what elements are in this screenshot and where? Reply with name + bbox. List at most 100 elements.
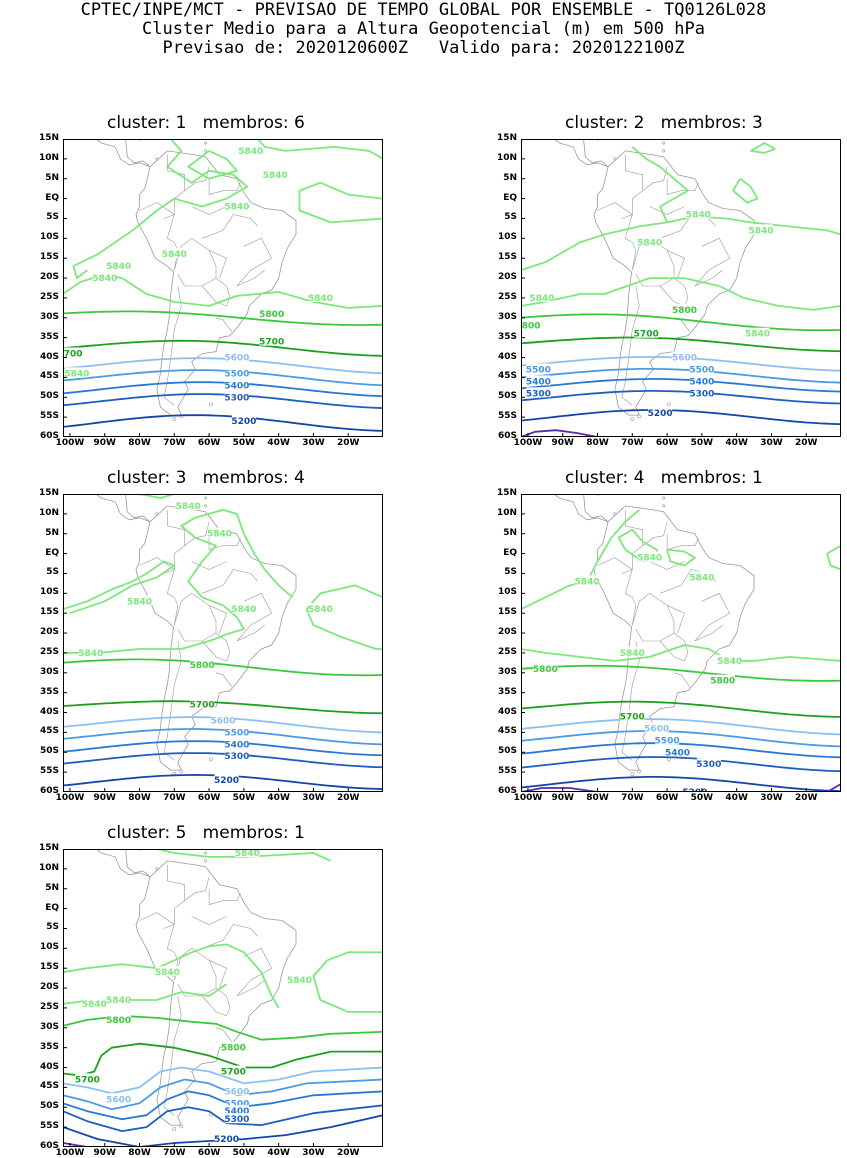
coastline-central-america	[95, 849, 151, 878]
lat-tick-label: 25S	[39, 1001, 59, 1012]
contour-label-text: 5800	[221, 1044, 246, 1054]
contour-label: 5840	[689, 571, 714, 583]
contour-label: 5200	[231, 415, 256, 427]
country-border	[666, 178, 699, 195]
contour-label-text: 5840	[176, 502, 201, 512]
lat-tick-label: 10N	[496, 507, 517, 518]
island	[662, 149, 666, 153]
country-border	[184, 521, 210, 546]
contour-5300	[521, 756, 841, 773]
contour-5840	[521, 277, 841, 311]
lat-tick-label: EQ	[503, 192, 517, 203]
contour-label-text: 5400	[224, 381, 249, 391]
contour-5800	[63, 658, 383, 677]
contour-label: 5840	[308, 603, 333, 615]
contour-label-text: 5840	[575, 577, 600, 587]
contour-5840	[257, 139, 383, 160]
contour-label: 5700	[63, 347, 82, 360]
lon-tick-label: 90W	[93, 438, 116, 448]
lat-tick-label: 40S	[39, 1061, 59, 1072]
contour-label: 5200	[214, 1133, 239, 1145]
contour-5400	[63, 381, 383, 398]
contour-5500	[521, 730, 841, 748]
lat-tick-label: 60S	[39, 786, 59, 796]
lat-tick-label: 10N	[38, 862, 59, 873]
contour-label-text: 5300	[224, 393, 249, 403]
contour-label-text: 5600	[672, 354, 697, 364]
lon-tick-label: 20W	[794, 793, 818, 803]
lon-tick-label: 40W	[725, 438, 748, 448]
contour-label: 5600	[672, 351, 697, 364]
contour-5100	[521, 429, 598, 437]
country-border	[694, 237, 731, 287]
contour-label-text: 5840	[207, 530, 232, 540]
contour-label: 5400	[224, 1105, 249, 1117]
island	[630, 417, 635, 422]
contour-label: 5840	[106, 993, 131, 1006]
coastline-caribbean	[582, 494, 609, 523]
contour-label-text: 5840	[745, 330, 770, 340]
lon-tick-label: 100W	[55, 438, 85, 448]
contour-label-text: 5840	[106, 996, 131, 1006]
island	[155, 512, 159, 516]
lat-tick-label: 50S	[39, 746, 59, 757]
lat-tick-label: 20S	[39, 982, 59, 993]
contour-5840	[521, 509, 640, 611]
contour-label: 5840	[82, 997, 107, 1010]
contour-label-text: 5200	[214, 776, 239, 786]
contour-5840	[63, 560, 176, 615]
contour-5700	[521, 700, 841, 718]
country-border	[191, 206, 227, 215]
contour-5840	[312, 951, 383, 1013]
country-border	[174, 592, 217, 642]
contour-label-text: 5700	[620, 713, 645, 723]
contour-5400	[521, 742, 841, 759]
contour-label: 5600	[106, 1093, 131, 1105]
contour-label: 5840	[745, 327, 770, 340]
lon-tick-label: 80W	[586, 438, 609, 448]
island	[637, 414, 642, 419]
contour-label: 5840	[637, 236, 662, 248]
contour-label-text: 5500	[224, 369, 249, 379]
island	[204, 141, 208, 145]
contour-5100	[63, 1142, 92, 1147]
contour-label: 5300	[224, 391, 249, 403]
lat-tick-label: 10N	[496, 152, 517, 163]
contour-5500	[521, 368, 841, 384]
country-border	[201, 632, 231, 662]
lon-tick-label: 40W	[267, 1148, 290, 1158]
country-border	[642, 521, 668, 546]
contour-5700	[63, 339, 383, 357]
contour-label: 5400	[526, 375, 551, 387]
contour-label: 5800	[106, 1013, 131, 1026]
contour-label-text: 5300	[696, 760, 721, 770]
coastline-central-america	[553, 139, 609, 168]
contour-label: 5700	[620, 710, 645, 723]
country-border	[208, 888, 241, 905]
lon-tick-label: 50W	[690, 438, 714, 448]
country-border	[174, 237, 217, 287]
contour-5840	[187, 150, 238, 180]
contour-label: 5840	[64, 367, 89, 379]
contour-label-text: 5800	[533, 665, 558, 675]
lon-tick-label: 50W	[232, 438, 256, 448]
contour-label-text: 5700	[63, 350, 82, 360]
lon-tick-label: 90W	[93, 793, 116, 803]
lat-tick-label: 35S	[39, 331, 59, 342]
contour-label: 5300	[696, 758, 721, 770]
contour-label: 5840	[717, 654, 742, 667]
lon-tick-label: 40W	[725, 793, 748, 803]
island	[613, 512, 617, 516]
lat-tick-label: 30S	[39, 311, 59, 322]
country-border	[597, 202, 637, 271]
contour-label-text: 5400	[665, 748, 690, 758]
lat-tick-label: 20S	[497, 272, 517, 283]
lat-tick-label: 35S	[39, 686, 59, 697]
contour-label-text: 5200	[214, 1135, 239, 1145]
contour-label: 5840	[155, 966, 180, 978]
contour-label-text: 5600	[210, 716, 235, 726]
country-border	[139, 912, 179, 981]
contour-label: 5500	[224, 1097, 249, 1109]
coastline-south-america	[593, 150, 755, 416]
